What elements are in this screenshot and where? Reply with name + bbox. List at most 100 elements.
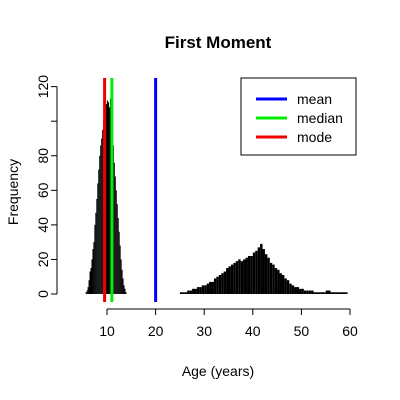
histogram-bar <box>107 102 109 294</box>
histogram-bar <box>226 268 229 294</box>
histogram-bar <box>201 285 205 294</box>
histogram-bar <box>238 259 241 294</box>
histogram-bar <box>306 290 309 294</box>
histogram-bar <box>260 243 263 294</box>
x-tick-label: 30 <box>196 323 212 339</box>
histogram-bar <box>113 162 115 294</box>
histogram-bar <box>277 269 280 294</box>
histogram-bar <box>89 271 91 294</box>
histogram-bar <box>286 280 290 294</box>
histogram-bar <box>114 176 116 294</box>
histogram-bar <box>279 273 282 294</box>
histogram-bar <box>247 255 251 294</box>
histogram-bar <box>325 290 331 294</box>
histogram-bar <box>102 129 104 294</box>
histogram-bar <box>245 257 248 294</box>
histogram-bar <box>289 283 292 294</box>
histogram-bar <box>308 290 312 294</box>
histogram-bar <box>106 103 108 294</box>
histogram-bar <box>182 292 185 294</box>
histogram-bar <box>107 100 109 295</box>
histogram-bar <box>124 288 126 294</box>
histogram-bar <box>120 259 122 294</box>
histogram-bar <box>228 266 231 294</box>
legend-label: mode <box>297 129 332 145</box>
histogram-bar <box>108 107 110 294</box>
y-axis-label: Frequency <box>5 159 21 225</box>
histogram-bar <box>88 280 90 294</box>
histogram-bar <box>192 288 195 294</box>
histogram-bar <box>87 287 89 294</box>
x-tick-label: 20 <box>148 323 164 339</box>
histogram-bar <box>281 274 285 294</box>
histogram-bar <box>90 268 92 294</box>
histogram-bar <box>272 264 275 294</box>
histogram-bar <box>196 287 200 294</box>
x-axis-label: Age (years) <box>182 363 254 379</box>
y-tick-label: 0 <box>35 290 51 298</box>
legend: mean median mode <box>240 77 357 156</box>
histogram-bar <box>194 288 197 294</box>
y-tick-label: 60 <box>35 182 51 198</box>
histogram-bar <box>98 169 100 294</box>
y-tick-label: 40 <box>35 217 51 233</box>
histogram-bar <box>311 290 314 294</box>
histogram-bar <box>199 287 202 294</box>
histogram-bar <box>233 262 236 294</box>
histogram-bar <box>257 247 261 294</box>
histogram-bar <box>291 285 295 294</box>
chart-title: First Moment <box>165 33 272 52</box>
histogram-bar <box>211 281 214 294</box>
histogram-bar <box>122 278 124 294</box>
histogram-bar <box>101 138 103 294</box>
histogram-bar <box>269 262 273 294</box>
reference-lines <box>103 78 158 302</box>
histogram-bar <box>121 269 123 294</box>
histogram-bar <box>123 285 125 294</box>
histogram-bar <box>184 292 188 294</box>
histogram-bar <box>298 288 302 294</box>
histogram-bar <box>262 249 265 294</box>
histogram-bar <box>206 283 210 294</box>
histogram-bar <box>284 278 287 294</box>
histogram-bar <box>240 261 244 294</box>
legend-label: mean <box>297 91 332 107</box>
histogram-bar <box>340 292 346 294</box>
histogram-bar <box>274 268 278 294</box>
histogram-bar <box>216 276 219 294</box>
histogram-bar <box>187 290 190 294</box>
legend-label: median <box>297 110 343 126</box>
histogram-bar <box>99 155 101 294</box>
histogram-bar <box>221 273 224 294</box>
histogram-bar <box>335 292 341 294</box>
histogram-bar <box>345 292 348 294</box>
x-axis: 10 20 30 40 50 60 <box>99 308 358 339</box>
histogram-bar <box>218 274 222 294</box>
x-tick-label: 50 <box>294 323 310 339</box>
histogram-bar <box>97 183 99 294</box>
histogram-bar <box>320 292 326 294</box>
histogram-bar <box>235 261 239 294</box>
histogram-bar <box>189 290 193 294</box>
histogram-bar <box>250 255 253 294</box>
histogram-bar <box>315 292 321 294</box>
histogram-bar <box>115 190 117 294</box>
histogram-bar <box>223 271 227 294</box>
y-tick-label: 120 <box>35 75 51 99</box>
y-axis: 0 20 40 60 80 120 <box>35 75 58 298</box>
histogram-bar <box>301 288 304 294</box>
histogram-bars <box>85 98 348 295</box>
histogram-bar <box>303 290 307 294</box>
x-tick-label: 10 <box>99 323 115 339</box>
histogram-bar <box>296 287 299 294</box>
x-tick-label: 40 <box>245 323 261 339</box>
histogram-bar <box>125 292 127 294</box>
x-tick-label: 60 <box>342 323 358 339</box>
y-tick-label: 20 <box>35 251 51 267</box>
histogram-bar <box>313 292 316 294</box>
histogram-bar <box>93 242 95 294</box>
histogram-bar <box>91 259 93 294</box>
histogram-bar <box>330 292 336 294</box>
